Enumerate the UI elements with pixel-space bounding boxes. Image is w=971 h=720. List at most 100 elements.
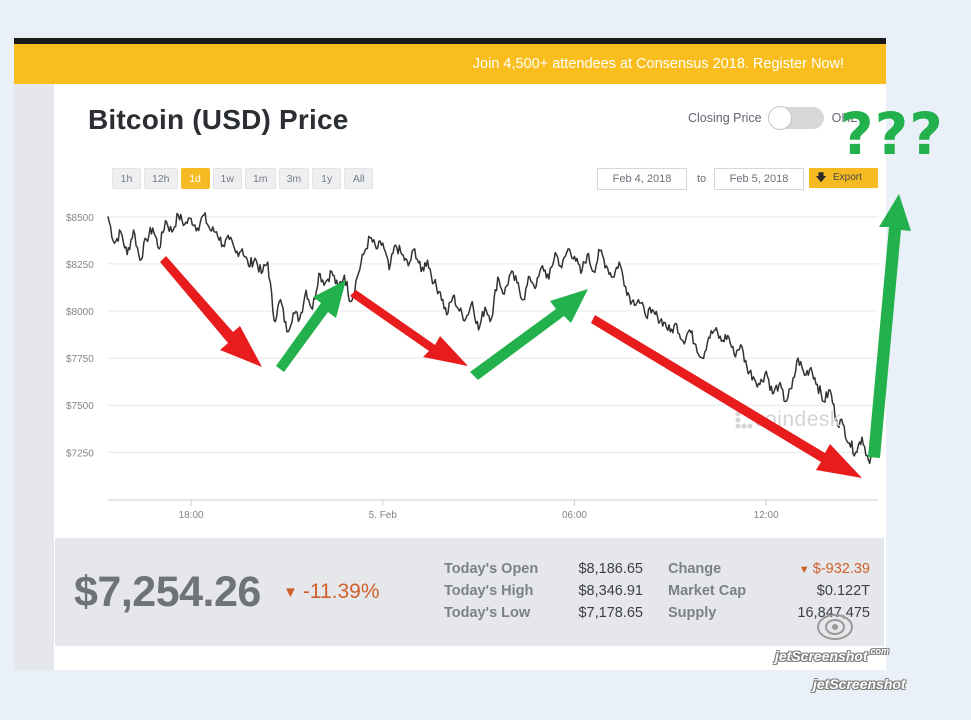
price-point	[561, 267, 563, 269]
x-tick-label: 18:00	[179, 510, 204, 521]
jetscreenshot-domain-1: .com	[868, 646, 890, 656]
price-point	[548, 278, 550, 280]
price-point	[196, 227, 199, 229]
price-point	[586, 253, 588, 256]
price-point	[478, 329, 480, 331]
price-point	[580, 272, 582, 274]
question-marks-annotation: ???	[840, 100, 944, 168]
price-point	[343, 274, 346, 276]
change-percent-value: -11.39%	[302, 580, 380, 603]
change-label: Change	[668, 561, 722, 577]
price-point	[286, 331, 288, 333]
todays-low-label: Today's Low	[444, 605, 531, 621]
price-point	[541, 265, 544, 267]
price-point	[260, 272, 262, 274]
price-point	[324, 282, 326, 284]
change-amount: $-932.39	[812, 561, 870, 577]
coindesk-watermark: coindesk	[734, 408, 841, 432]
y-tick-label: $8000	[66, 307, 94, 318]
price-point	[267, 261, 269, 263]
price-point	[631, 301, 633, 303]
price-point	[803, 374, 806, 376]
price-point	[254, 257, 256, 259]
range-button-1h[interactable]: 1h	[112, 168, 141, 189]
jetscreenshot-text-1: jetScreenshot	[775, 648, 868, 664]
price-point	[113, 242, 115, 244]
range-button-all[interactable]: All	[344, 168, 374, 189]
camera-lens-icon	[817, 614, 853, 640]
price-point	[490, 317, 493, 320]
closing-price-label: Closing Price	[688, 111, 762, 125]
left-gutter	[14, 84, 54, 670]
price-point	[701, 357, 703, 359]
price-point	[676, 323, 678, 325]
price-point	[567, 248, 569, 250]
range-button-1w[interactable]: 1w	[212, 168, 242, 189]
price-type-toggle[interactable]	[767, 106, 824, 130]
export-label: Export	[833, 172, 862, 183]
page-title: Bitcoin (USD) Price	[88, 104, 349, 135]
price-point	[612, 276, 614, 278]
price-point	[190, 218, 192, 220]
range-button-12h[interactable]: 12h	[144, 168, 178, 189]
price-point	[784, 400, 786, 403]
range-button-1m[interactable]: 1m	[244, 168, 276, 189]
date-from-input[interactable]: Feb 4, 2018	[597, 168, 687, 190]
date-to-input[interactable]: Feb 5, 2018	[714, 168, 804, 190]
price-point	[292, 312, 294, 314]
y-tick-label: $7500	[66, 401, 94, 412]
coindesk-logo-icon	[735, 411, 753, 429]
price-type-toggle-group: Closing Price OHLC	[688, 106, 858, 130]
price-point	[855, 451, 857, 453]
price-point	[439, 291, 441, 293]
down-triangle-icon: ▼	[283, 583, 298, 601]
promo-banner[interactable]: Join 4,500+ attendees at Consensus 2018.…	[14, 44, 886, 84]
price-point	[305, 289, 307, 291]
change-down-icon: ▼	[798, 564, 813, 576]
y-tick-label: $8250	[66, 260, 94, 271]
price-point	[426, 259, 429, 261]
price-point	[714, 329, 716, 331]
price-point	[446, 314, 448, 316]
y-tick-label: $8500	[66, 213, 94, 224]
price-point	[458, 310, 461, 312]
range-button-3m[interactable]: 3m	[278, 168, 310, 189]
jetscreenshot-text-2: jetScreenshot	[813, 676, 906, 692]
price-point	[311, 308, 314, 310]
price-point	[465, 317, 467, 320]
price-point	[644, 312, 646, 314]
price-point	[669, 331, 671, 333]
price-point	[624, 285, 627, 288]
price-point	[222, 244, 224, 246]
price-point	[247, 265, 250, 267]
x-tick-label: 5. Feb	[369, 510, 398, 521]
price-point	[126, 253, 128, 256]
price-point	[369, 236, 371, 239]
price-point	[637, 299, 639, 301]
price-point	[132, 229, 135, 231]
stats-panel: $7,254.26 ▼ -11.39% Today's Open $8,186.…	[55, 538, 884, 646]
price-point	[720, 340, 723, 342]
price-point	[727, 334, 729, 337]
price-point	[503, 293, 505, 295]
todays-open-value: $8,186.65	[578, 561, 643, 577]
price-point	[599, 250, 601, 252]
price-point	[848, 442, 850, 444]
supply-label: Supply	[668, 605, 717, 621]
price-point	[618, 261, 620, 263]
price-point	[791, 387, 793, 389]
range-button-1y[interactable]: 1y	[312, 168, 342, 189]
price-point	[164, 220, 167, 222]
price-point	[656, 316, 659, 318]
export-button[interactable]: 🡇 Export	[809, 168, 878, 188]
price-point	[535, 285, 537, 288]
price-point	[797, 357, 799, 359]
range-button-1d[interactable]: 1d	[180, 168, 210, 189]
todays-low-value: $7,178.65	[578, 605, 643, 621]
price-point	[318, 272, 320, 274]
price-point	[771, 393, 774, 395]
price-point	[816, 383, 818, 386]
price-point	[810, 366, 812, 369]
price-point	[184, 223, 186, 225]
price-point	[152, 227, 154, 229]
